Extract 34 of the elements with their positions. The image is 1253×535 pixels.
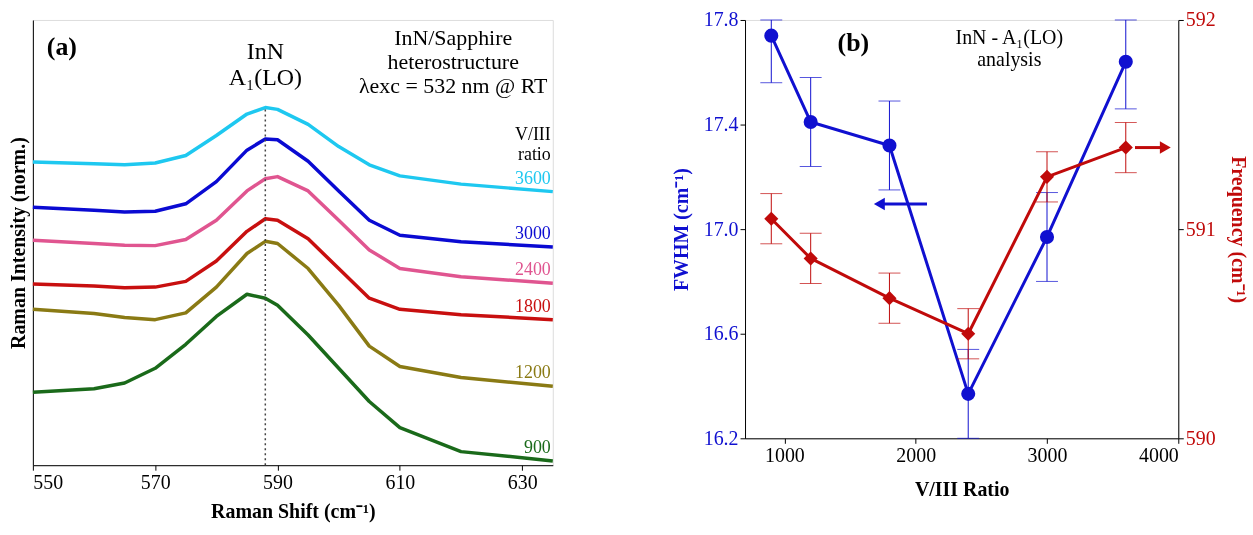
- y2-tick-label: 591: [1185, 217, 1216, 240]
- x-tick-label: 630: [507, 470, 538, 493]
- series-label: 900: [523, 436, 551, 457]
- y-axis-title: Raman Intensity (norm.): [7, 137, 31, 349]
- y-tick-label: 16.6: [703, 322, 739, 345]
- x-tick-label: 1000: [765, 443, 805, 466]
- x-tick-label: 570: [140, 470, 171, 493]
- x-tick-label: 590: [263, 470, 294, 493]
- text: (a): [46, 31, 77, 61]
- y-tick-label: 16.2: [703, 426, 739, 449]
- series-label: 3600: [514, 167, 551, 188]
- x-axis-title: Raman Shift (cm⁻¹): [211, 500, 376, 524]
- series-label: 1800: [514, 295, 551, 316]
- y-tick-label: 17.4: [703, 113, 739, 136]
- x-tick-label: 4000: [1138, 443, 1179, 466]
- x-tick-label: 3000: [1027, 443, 1068, 466]
- text: InN/Sapphire heterostructure λexc = 532 nm @ RT: [358, 24, 549, 98]
- series-label: 3000: [514, 223, 551, 244]
- y2-tick-label: 592: [1185, 8, 1216, 31]
- y2-axis-title: Frequency (cm⁻¹): [1226, 156, 1250, 304]
- x-tick-label: 610: [385, 470, 416, 493]
- x-tick-label: 550: [33, 470, 64, 493]
- ref-line-label: InN A₁(LO): [228, 37, 302, 90]
- x-tick-label: 2000: [896, 443, 937, 466]
- legend-title: V/III ratio: [515, 123, 551, 164]
- series-label: 1200: [514, 362, 551, 383]
- annotation: (b): [837, 27, 870, 57]
- x-axis-title: V/III Ratio: [914, 477, 1010, 500]
- annotation: InN - A₁(LO) analysis: [955, 25, 1064, 71]
- y2-tick-label: 590: [1185, 426, 1216, 449]
- y-axis-title: FWHM (cm⁻¹): [669, 168, 693, 292]
- y-tick-label: 17.8: [703, 8, 739, 31]
- series-label: 2400: [514, 259, 551, 280]
- y-tick-label: 17.0: [703, 217, 739, 240]
